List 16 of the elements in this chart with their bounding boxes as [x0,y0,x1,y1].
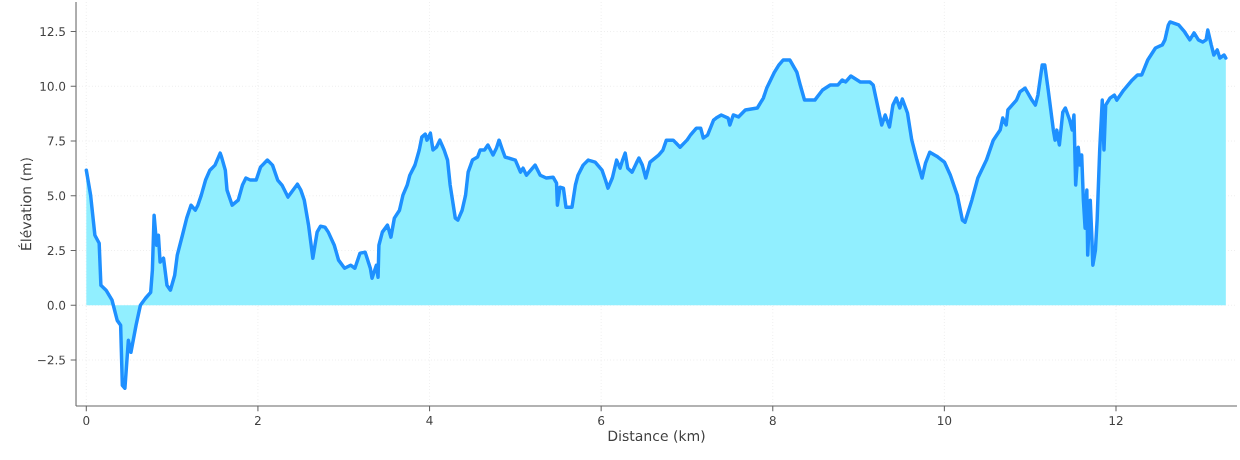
x-tick-label: 2 [254,416,261,425]
y-tick-label: 10.0 [40,81,66,91]
x-tick-label: 0 [83,416,90,426]
y-tick-label: 0.0 [47,300,66,310]
y-tick-label: 2.5 [47,245,65,256]
x-axis-title: Distance (km) [608,430,705,443]
x-tick-label: 10 [938,416,952,426]
y-tick-label: −2.5 [38,355,65,365]
x-tick-label: 12 [1109,416,1123,425]
y-tick-label: 7.5 [47,136,65,146]
y-tick-label: 12.5 [40,27,65,37]
x-tick-label: 4 [426,416,433,425]
x-tick-label: 6 [598,416,605,426]
y-tick-label: 5.0 [47,191,66,201]
x-tick-label: 8 [769,416,776,426]
y-axis-title: Élévation (m) [18,158,33,250]
